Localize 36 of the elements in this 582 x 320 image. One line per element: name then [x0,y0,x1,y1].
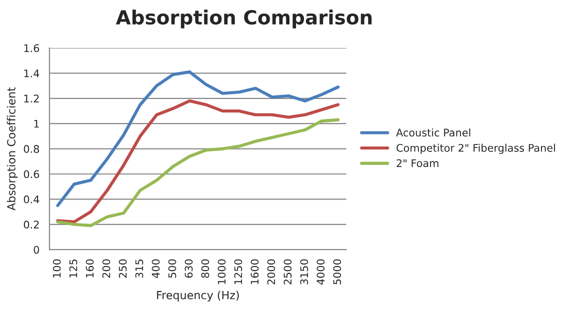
x-tick-label: 4000 [316,259,325,285]
line-series [56,99,340,224]
y-tick-label: 0.4 [24,195,40,204]
line-series [56,70,340,208]
y-tick-label: 1.2 [24,94,39,102]
x-tick-label: 500 [168,259,176,278]
chart-title: Absorption Comparison [116,10,372,28]
y-axis-title: Absorption Coefficient [6,87,18,210]
x-tick-label: 400 [152,259,160,278]
x-tick-label: 200 [102,259,110,278]
x-tick-label: 1250 [234,259,242,284]
x-tick-label: 3150 [300,259,308,284]
x-tick-label: 125 [69,260,78,278]
x-tick-label: 2500 [284,259,292,284]
line-series [56,118,340,228]
y-tick-label: 0.8 [24,145,40,153]
x-tick-label: 5000 [333,259,342,284]
legend-label: Acoustic Panel [396,128,470,137]
x-axis-title: Frequency (Hz) [157,290,239,302]
y-tick-label: 1.6 [24,44,40,52]
y-tick-label: 1.4 [24,70,40,78]
x-tick-label: 160 [86,259,94,278]
x-tick-label: 315 [135,260,144,278]
legend-label: Competitor 2" Fiberglass Panel [396,144,555,154]
y-tick-label: 0.6 [24,170,40,178]
x-tick-label: 800 [201,259,210,278]
x-tick-label: 100 [52,259,61,278]
x-tick-label: 1600 [250,259,259,284]
x-tick-label: 630 [184,259,193,278]
y-tick-label: 1 [34,120,39,128]
y-tick-label: 0.2 [24,220,39,229]
x-tick-label: 1000 [218,259,226,284]
legend-label: 2" Foam [396,159,438,168]
x-tick-label: 2000 [267,259,276,284]
x-tick-label: 250 [118,259,127,278]
y-tick-label: 0 [34,246,40,254]
